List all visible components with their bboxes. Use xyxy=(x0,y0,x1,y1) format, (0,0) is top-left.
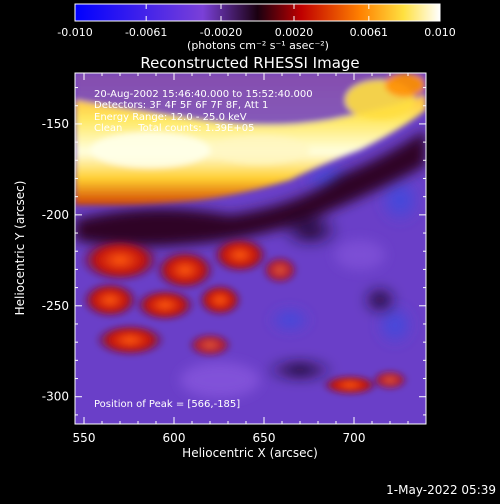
colorbar-tick-label: 0.0020 xyxy=(275,26,314,39)
plot-title: Reconstructed RHESSI Image xyxy=(140,54,359,72)
colorbar-tick-label: -0.0061 xyxy=(125,26,167,39)
y-tick-label: -250 xyxy=(42,299,69,313)
heatmap-image xyxy=(75,73,426,424)
y-axis-ticks: -150 -200 -250 -300 xyxy=(42,87,426,416)
info-total-counts: Clean Total counts: 1.39E+05 xyxy=(94,123,254,134)
y-tick-label: -300 xyxy=(42,390,69,404)
timestamp: 1-May-2022 05:39 xyxy=(386,483,496,497)
y-tick-label: -200 xyxy=(42,208,69,222)
y-tick-label: -150 xyxy=(42,117,69,131)
colorbar-tick-label: 0.010 xyxy=(424,26,456,39)
x-axis-label: Heliocentric X (arcsec) xyxy=(182,446,318,460)
colorbar xyxy=(74,3,441,22)
peak-position-label: Position of Peak = [566,-185] xyxy=(94,399,240,410)
plot-frame xyxy=(74,72,427,425)
info-time-range: 20-Aug-2002 15:46:40.000 to 15:52:40.000 xyxy=(94,89,313,100)
x-tick-label: 550 xyxy=(73,431,96,445)
x-tick-label: 600 xyxy=(163,431,186,445)
colorbar-tick-label: -0.0020 xyxy=(200,26,242,39)
x-tick-label: 700 xyxy=(343,431,366,445)
colorbar-tick-label: 0.0061 xyxy=(350,26,389,39)
colorbar-ticks: -0.010 -0.0061 -0.0020 0.0020 0.0061 0.010 xyxy=(57,4,456,39)
x-axis-ticks: 550 600 650 700 xyxy=(73,73,427,445)
info-detectors: Detectors: 3F 4F 5F 6F 7F 8F, Att 1 xyxy=(94,100,268,111)
colorbar-units: (photons cm⁻² s⁻¹ asec⁻²) xyxy=(187,39,329,52)
y-axis-label: Heliocentric Y (arcsec) xyxy=(13,181,27,316)
info-energy-range: Energy Range: 12.0 - 25.0 keV xyxy=(94,112,247,123)
colorbar-tick-label: -0.010 xyxy=(57,26,92,39)
x-tick-label: 650 xyxy=(253,431,276,445)
